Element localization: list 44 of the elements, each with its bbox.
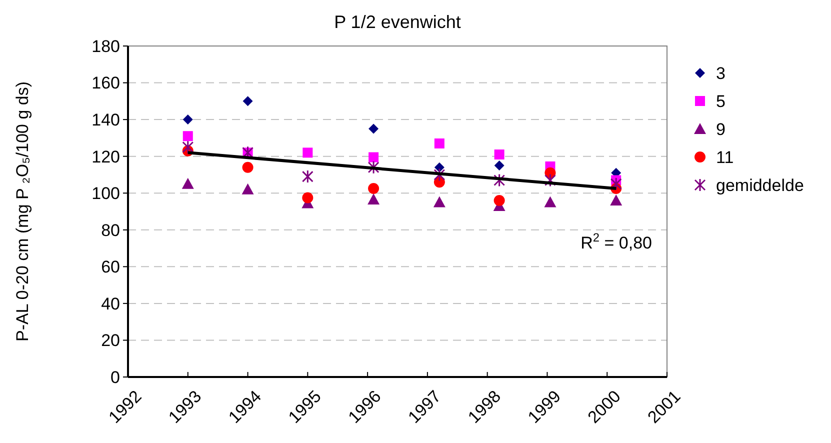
point <box>302 192 314 204</box>
y-tick-label: 140 <box>92 110 120 130</box>
y-tick-label: 0 <box>110 368 120 387</box>
y-tick-label: 100 <box>92 184 120 204</box>
point <box>494 173 506 187</box>
legend-label: 11 <box>716 148 734 167</box>
point <box>242 96 253 106</box>
point <box>433 196 446 208</box>
y-tick-label: 80 <box>101 220 120 240</box>
y-tick-label: 180 <box>92 36 120 56</box>
point <box>302 148 313 158</box>
point <box>610 194 622 206</box>
legend-label: gemiddelde <box>716 176 804 195</box>
point <box>182 114 193 125</box>
point <box>182 178 194 189</box>
point <box>610 177 622 191</box>
point <box>368 124 379 134</box>
point <box>434 138 444 148</box>
point <box>302 170 314 184</box>
point <box>368 152 379 162</box>
point <box>368 183 380 194</box>
y-tick-label: 40 <box>101 294 120 314</box>
point <box>544 173 556 187</box>
y-tick-label: 60 <box>101 258 120 277</box>
point <box>434 168 446 182</box>
point <box>494 194 505 206</box>
point <box>182 131 193 142</box>
point <box>182 140 194 154</box>
y-axis-title: P-AL 0-20 cm (mg P ₂O₅/100 g ds) <box>12 81 32 342</box>
point <box>368 160 380 174</box>
legend-label: 5 <box>716 92 726 111</box>
legend-label: 3 <box>716 64 726 83</box>
point <box>494 160 504 171</box>
y-tick-label: 160 <box>92 74 120 93</box>
chart-title: P 1/2 evenwicht <box>334 12 461 32</box>
point <box>242 162 254 173</box>
point <box>242 183 254 194</box>
point <box>544 196 556 208</box>
point <box>368 194 380 205</box>
annotation: R$^{2}$ = 0,80 <box>580 230 652 252</box>
y-tick-label: 120 <box>92 147 120 166</box>
point <box>494 149 504 160</box>
legend-label: 9 <box>716 120 726 139</box>
y-tick-label: 20 <box>101 331 120 350</box>
